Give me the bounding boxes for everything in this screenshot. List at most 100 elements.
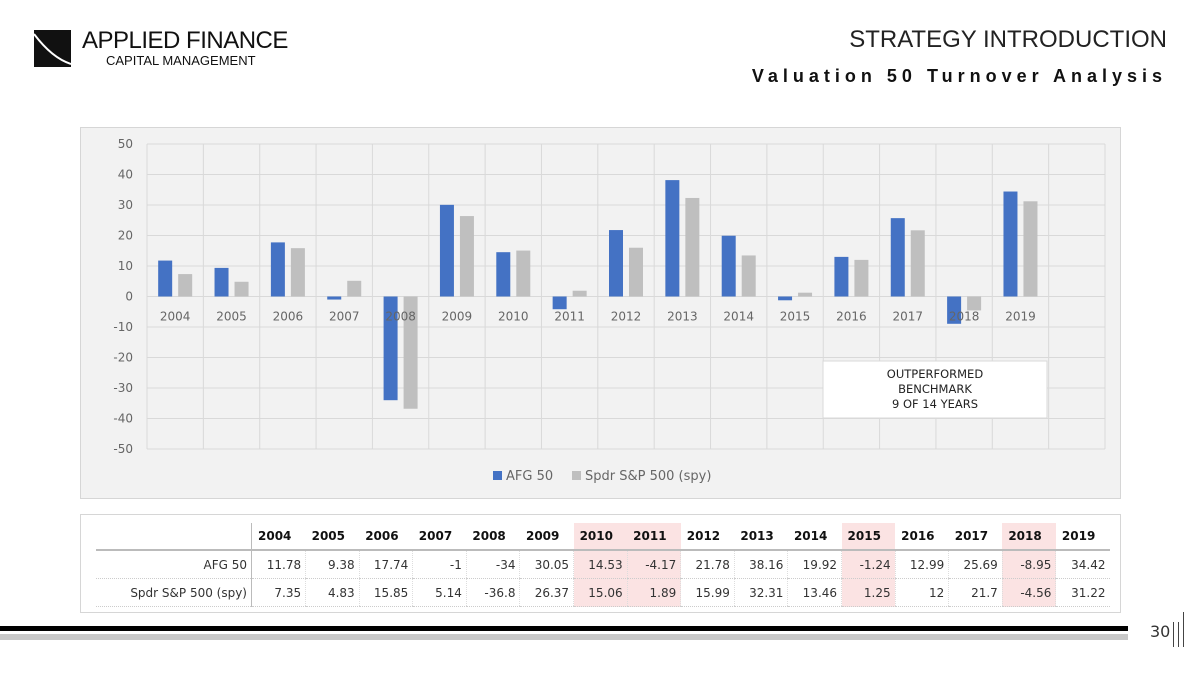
x-tick-label: 2009 bbox=[442, 310, 473, 324]
bar-afg50-2017 bbox=[890, 218, 905, 297]
table-cell: 31.22 bbox=[1055, 578, 1110, 607]
table-cell: -36.8 bbox=[465, 578, 520, 607]
table-cell: 15.99 bbox=[680, 578, 735, 607]
x-tick-label: 2018 bbox=[949, 310, 980, 324]
table-cell: 4.83 bbox=[305, 578, 360, 607]
y-tick-label: 0 bbox=[125, 290, 133, 304]
column-header-2014: 2014 bbox=[787, 523, 842, 551]
footer-rule-black bbox=[0, 626, 1128, 631]
annotation-text: OUTPERFORMED bbox=[887, 367, 984, 381]
table-row: AFG 50 11.78 9.38 17.74 -1 -34 30.05 14.53 -4.17… bbox=[96, 550, 1110, 579]
legend-label: Spdr S&P 500 (spy) bbox=[585, 469, 711, 484]
column-header-2017: 2017 bbox=[948, 523, 1003, 551]
bar-afg50-2018 bbox=[947, 296, 962, 324]
x-tick-label: 2004 bbox=[160, 310, 191, 324]
bar-spy-2011 bbox=[572, 290, 587, 297]
table-cell: 1.89 bbox=[626, 578, 681, 607]
legend-label: AFG 50 bbox=[506, 469, 553, 484]
x-tick-label: 2012 bbox=[611, 310, 642, 324]
y-tick-label: 40 bbox=[118, 168, 133, 182]
x-tick-label: 2005 bbox=[216, 310, 247, 324]
table-cell: 32.31 bbox=[733, 578, 788, 607]
annotation-text: 9 OF 14 YEARS bbox=[892, 397, 978, 411]
x-tick-label: 2007 bbox=[329, 310, 360, 324]
column-header-2011: 2011 bbox=[627, 523, 681, 551]
bar-spy-2007 bbox=[347, 280, 362, 297]
bar-spy-2018 bbox=[967, 296, 982, 311]
table-cell: 13.46 bbox=[787, 578, 842, 607]
bar-spy-2012 bbox=[629, 247, 643, 297]
x-tick-label: 2011 bbox=[554, 310, 585, 324]
bar-afg50-2013 bbox=[665, 180, 680, 297]
x-tick-label: 2013 bbox=[667, 310, 698, 324]
table-cell: 17.74 bbox=[358, 550, 413, 579]
bar-afg50-2008 bbox=[383, 296, 398, 401]
y-tick-label: -50 bbox=[113, 442, 133, 456]
row-label: AFG 50 bbox=[96, 550, 252, 579]
table-cell: 38.16 bbox=[733, 550, 788, 579]
bar-afg50-2014 bbox=[721, 235, 736, 297]
table-cell: 11.78 bbox=[250, 550, 306, 579]
column-header-2019: 2019 bbox=[1055, 523, 1110, 551]
column-header-2018: 2018 bbox=[1002, 523, 1056, 551]
bar-spy-2014 bbox=[741, 255, 756, 297]
row-label: Spdr S&P 500 (spy) bbox=[96, 578, 252, 607]
table-cell: 14.53 bbox=[573, 550, 628, 579]
column-header-2009: 2009 bbox=[519, 523, 574, 551]
table-cell: 30.05 bbox=[519, 550, 574, 579]
table-corner bbox=[96, 523, 252, 551]
bar-spy-2015 bbox=[798, 292, 813, 297]
table-cell: -1.24 bbox=[841, 550, 896, 579]
bar-afg50-2007 bbox=[327, 296, 342, 300]
annotation-box bbox=[822, 360, 1048, 419]
table-cell: 12 bbox=[894, 578, 949, 607]
page-subtitle: Valuation 50 Turnover Analysis bbox=[751, 66, 1167, 86]
bar-spy-2013 bbox=[685, 197, 700, 297]
y-tick-label: -30 bbox=[113, 381, 133, 395]
bar-afg50-2012 bbox=[609, 230, 623, 297]
x-tick-label: 2008 bbox=[385, 310, 416, 324]
x-tick-label: 2010 bbox=[498, 310, 529, 324]
x-tick-label: 2017 bbox=[892, 310, 923, 324]
y-tick-label: 30 bbox=[118, 198, 133, 212]
table-cell: 19.92 bbox=[787, 550, 842, 579]
y-tick-label: -40 bbox=[113, 412, 133, 426]
x-tick-label: 2014 bbox=[723, 310, 754, 324]
table-cell: 21.7 bbox=[948, 578, 1003, 607]
column-header-2010: 2010 bbox=[573, 523, 628, 551]
logo-name: APPLIED FINANCE bbox=[82, 27, 288, 54]
legend-swatch bbox=[572, 471, 581, 480]
bar-spy-2004 bbox=[178, 274, 193, 297]
divider bbox=[1183, 612, 1184, 647]
bar-spy-2017 bbox=[910, 230, 925, 297]
table-cell: 26.37 bbox=[519, 578, 574, 607]
divider bbox=[1178, 622, 1179, 647]
column-header-2016: 2016 bbox=[895, 523, 949, 551]
table-cell: -1 bbox=[412, 550, 467, 579]
table-cell: -4.17 bbox=[626, 550, 681, 579]
annotation-text: BENCHMARK bbox=[898, 382, 972, 396]
bar-afg50-2006 bbox=[270, 242, 285, 297]
table-cell: 15.85 bbox=[358, 578, 413, 607]
bar-spy-2008 bbox=[403, 296, 418, 409]
bar-afg50-2016 bbox=[834, 256, 849, 297]
column-header-2013: 2013 bbox=[734, 523, 788, 551]
table-cell: -4.56 bbox=[1001, 578, 1056, 607]
column-header-2007: 2007 bbox=[412, 523, 467, 551]
table-cell: -8.95 bbox=[1001, 550, 1056, 579]
bar-spy-2016 bbox=[854, 259, 869, 297]
legend-swatch bbox=[493, 471, 502, 480]
bar-afg50-2010 bbox=[496, 252, 511, 297]
bar-afg50-2004 bbox=[158, 260, 173, 297]
table-row: Spdr S&P 500 (spy) 7.35 4.83 15.85 5.14 -36.8… bbox=[96, 578, 1110, 607]
table-header-row: 2004 2005 2006 2007 2008 2009 2010 2011 2012 2013… bbox=[96, 523, 1110, 551]
data-table: 2004 2005 2006 2007 2008 2009 2010 2011 2012 2013… bbox=[96, 523, 1110, 607]
x-tick-label: 2006 bbox=[273, 310, 304, 324]
table-cell: 15.06 bbox=[573, 578, 628, 607]
column-header-2004: 2004 bbox=[251, 523, 306, 551]
x-tick-label: 2015 bbox=[780, 310, 811, 324]
bar-afg50-2015 bbox=[778, 296, 793, 301]
bar-spy-2006 bbox=[290, 248, 305, 297]
table-cell: 21.78 bbox=[680, 550, 735, 579]
